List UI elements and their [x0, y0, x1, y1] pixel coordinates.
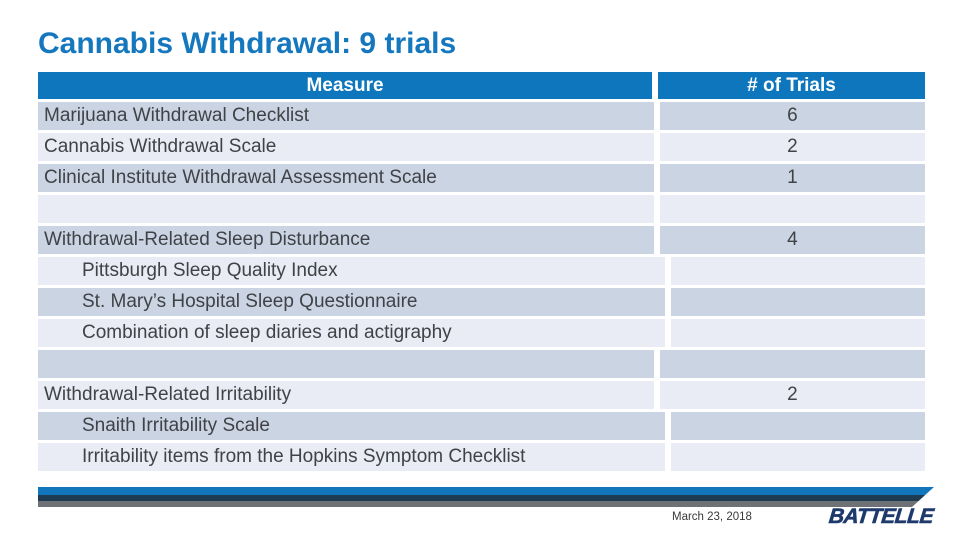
measures-table: Measure # of Trials Marijuana Withdrawal… — [38, 72, 925, 471]
slide-date: March 23, 2018 — [672, 511, 752, 523]
trials-count-cell — [671, 257, 925, 285]
table-row: Withdrawal-Related Sleep Disturbance 4 — [38, 226, 925, 254]
measure-cell: St. Mary’s Hospital Sleep Questionnaire — [38, 288, 666, 316]
measure-cell — [38, 195, 654, 223]
measure-cell: Snaith Irritability Scale — [38, 412, 666, 440]
column-header-measure: Measure — [38, 72, 652, 99]
accent-stripe-navy — [38, 495, 934, 501]
table-row: Snaith Irritability Scale — [38, 412, 925, 440]
trials-count-cell — [671, 412, 925, 440]
slide-title: Cannabis Withdrawal: 9 trials — [38, 27, 457, 60]
measure-cell: Clinical Institute Withdrawal Assessment… — [38, 164, 654, 192]
measure-cell: Cannabis Withdrawal Scale — [38, 133, 654, 161]
trials-count-cell — [671, 288, 925, 316]
trials-count-cell — [671, 319, 925, 347]
trials-count-cell — [671, 443, 925, 471]
table-row: Pittsburgh Sleep Quality Index — [38, 257, 925, 285]
table-row: Marijuana Withdrawal Checklist 6 — [38, 102, 925, 130]
measure-cell: Withdrawal-Related Irritability — [38, 381, 654, 409]
trials-count-cell: 2 — [659, 133, 925, 161]
table-row: Cannabis Withdrawal Scale 2 — [38, 133, 925, 161]
table-row: Irritability items from the Hopkins Symp… — [38, 443, 925, 471]
table-row: Withdrawal-Related Irritability 2 — [38, 381, 925, 409]
trials-count-cell: 2 — [659, 381, 925, 409]
trials-count-cell: 6 — [659, 102, 925, 130]
column-header-trials: # of Trials — [658, 72, 925, 99]
measure-cell: Combination of sleep diaries and actigra… — [38, 319, 666, 347]
table-body: Marijuana Withdrawal Checklist 6 Cannabis … — [38, 102, 925, 471]
table-row: Clinical Institute Withdrawal Assessment… — [38, 164, 925, 192]
trials-count-cell: 1 — [659, 164, 925, 192]
table-header-row: Measure # of Trials — [38, 72, 925, 99]
measure-cell: Irritability items from the Hopkins Symp… — [38, 443, 666, 471]
trials-count-cell: 4 — [659, 226, 925, 254]
measure-cell — [38, 350, 654, 378]
table-row: Combination of sleep diaries and actigra… — [38, 319, 925, 347]
footer-accent-bar — [38, 487, 934, 507]
trials-count-cell — [659, 195, 925, 223]
measure-cell: Pittsburgh Sleep Quality Index — [38, 257, 666, 285]
battelle-logo: BATTELLE — [827, 505, 935, 529]
measure-cell: Marijuana Withdrawal Checklist — [38, 102, 654, 130]
measure-cell: Withdrawal-Related Sleep Disturbance — [38, 226, 654, 254]
accent-stripe-gray — [38, 501, 934, 507]
trials-count-cell — [659, 350, 925, 378]
table-row — [38, 350, 925, 378]
table-row: St. Mary’s Hospital Sleep Questionnaire — [38, 288, 925, 316]
accent-stripe-blue — [38, 487, 934, 495]
table-row — [38, 195, 925, 223]
